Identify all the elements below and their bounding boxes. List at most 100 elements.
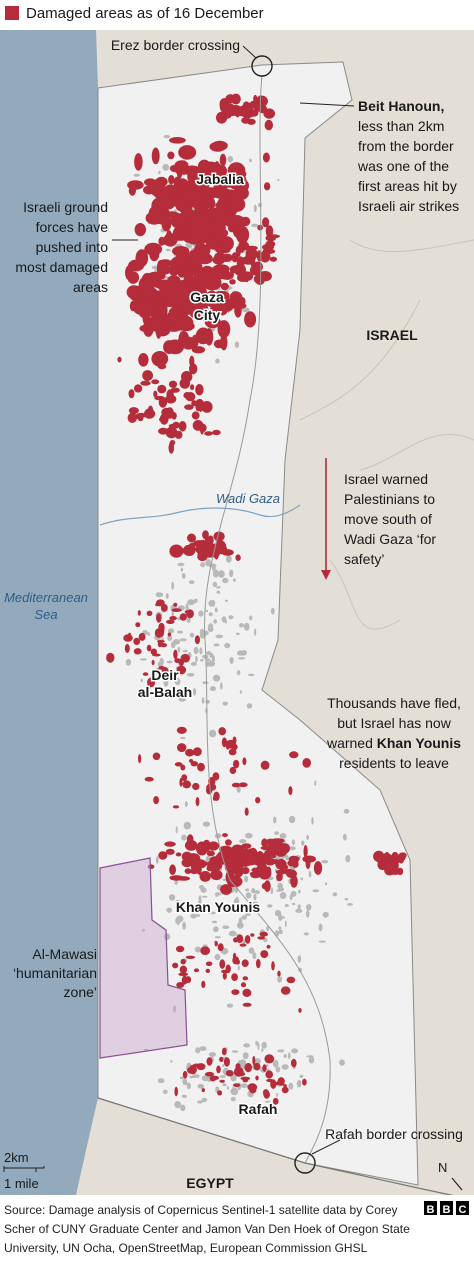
damage-area <box>282 868 294 875</box>
damage-area <box>195 276 208 285</box>
damage-area <box>242 757 247 766</box>
damage-area <box>308 1056 315 1064</box>
damage-area <box>227 162 246 179</box>
damage-area <box>265 1100 271 1104</box>
damage-area <box>213 926 219 933</box>
damage-area <box>222 1064 225 1068</box>
damage-area <box>181 834 187 841</box>
damage-area <box>155 856 159 864</box>
damage-area <box>190 761 198 767</box>
damage-area <box>239 839 247 844</box>
damage-area <box>166 619 175 625</box>
damage-area <box>201 697 205 704</box>
damage-area <box>291 1058 297 1068</box>
damage-area <box>140 678 143 683</box>
damage-area <box>277 178 280 182</box>
damage-area <box>183 392 191 399</box>
annotation: less than 2km <box>358 118 444 134</box>
annotation: but Israel has now <box>337 715 452 731</box>
damage-area <box>180 1104 186 1112</box>
damage-area <box>199 871 211 882</box>
damage-area <box>276 872 283 882</box>
damage-area <box>266 234 280 239</box>
damage-area <box>318 940 326 943</box>
annotation: areas <box>73 279 108 295</box>
damage-area <box>257 224 263 231</box>
damage-area <box>166 660 173 664</box>
logo-block <box>424 1201 437 1215</box>
damage-area <box>244 622 250 631</box>
damage-area <box>189 632 195 638</box>
erez-marker <box>251 55 273 77</box>
damage-area <box>229 279 236 285</box>
damage-area <box>250 871 261 879</box>
damage-area <box>195 914 201 917</box>
damage-area <box>169 894 176 901</box>
damage-area <box>222 1083 227 1087</box>
damage-area <box>138 353 149 367</box>
damage-area <box>277 882 283 890</box>
damage-area <box>142 672 149 676</box>
annotation: Palestinians to <box>344 491 435 507</box>
annotation: warned Khan Younis <box>326 735 461 751</box>
damage-area <box>303 932 309 936</box>
damage-area <box>197 762 205 772</box>
damage-area <box>155 592 164 598</box>
damage-area <box>227 196 246 212</box>
damage-area <box>191 411 200 420</box>
damage-area <box>277 1077 285 1086</box>
damage-area <box>214 607 218 613</box>
damage-area <box>214 954 221 961</box>
damage-area <box>146 610 153 616</box>
damage-area <box>177 630 184 634</box>
damage-area <box>229 569 234 578</box>
damage-area <box>205 968 211 974</box>
damage-area <box>177 646 181 653</box>
damage-area <box>284 920 287 928</box>
damage-area <box>185 603 189 611</box>
damage-area <box>216 1065 221 1074</box>
damage-area <box>186 617 191 623</box>
damage-area <box>188 1064 197 1075</box>
damage-area <box>233 898 239 906</box>
damage-area <box>289 751 299 759</box>
damage-area <box>322 911 329 918</box>
damage-area <box>251 867 259 873</box>
damage-area <box>191 346 206 354</box>
damage-area <box>159 643 168 648</box>
water-label: Mediterranean <box>4 590 88 605</box>
damage-area <box>297 955 302 963</box>
damage-area <box>217 570 225 578</box>
damage-area <box>235 959 240 965</box>
annotation: residents to leave <box>339 755 449 771</box>
damage-area <box>171 611 175 617</box>
damage-area <box>179 613 187 621</box>
damage-area <box>135 622 141 628</box>
damage-area <box>128 185 136 196</box>
damage-area <box>173 649 178 660</box>
damage-area <box>216 111 228 124</box>
damage-area <box>291 856 300 862</box>
damage-area <box>224 642 231 649</box>
damage-area <box>165 426 178 439</box>
damage-area <box>213 643 220 647</box>
al-mawasi-zone <box>99 857 188 1059</box>
damage-area <box>174 430 183 439</box>
roads <box>299 239 474 630</box>
damage-area <box>208 911 216 915</box>
damage-area <box>262 243 274 251</box>
damage-area <box>169 864 177 875</box>
damage-area <box>242 988 252 998</box>
damage-area <box>245 247 258 261</box>
damage-area <box>190 913 197 919</box>
damage-area <box>174 301 182 318</box>
damage-area <box>237 965 240 971</box>
damage-area <box>232 736 237 745</box>
place-label: ISRAEL <box>366 327 418 343</box>
damage-area <box>236 934 244 944</box>
damage-area <box>257 104 267 114</box>
damage-area <box>292 902 296 906</box>
damage-area <box>169 544 184 558</box>
damage-area <box>243 1043 251 1048</box>
damage-area <box>160 302 168 320</box>
